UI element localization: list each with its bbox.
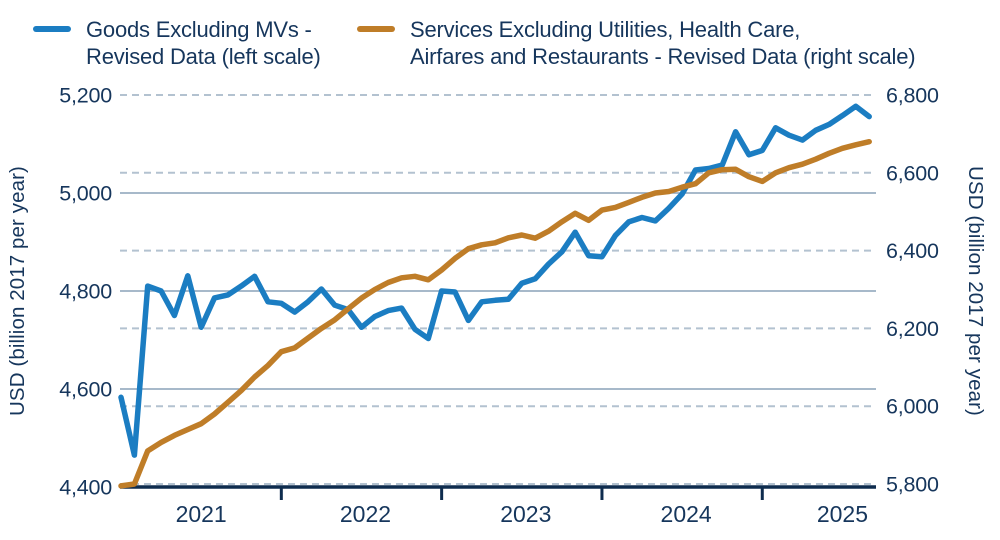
right-axis-tick-label: 6,200 xyxy=(886,317,939,341)
legend-item-services: Services Excluding Utilities, Health Car… xyxy=(357,16,916,70)
series-line-services xyxy=(118,138,872,489)
x-axis-year-label: 2024 xyxy=(661,501,712,527)
right-axis-title: USD (billion 2017 per year) xyxy=(964,166,987,416)
legend-services-line2: Airfares and Restaurants - Revised Data … xyxy=(410,44,916,69)
right-axis-tick-label: 6,800 xyxy=(886,84,939,108)
legend-label-goods: Goods Excluding MVs - Revised Data (left… xyxy=(86,16,321,70)
left-axis-tick-label: 4,400 xyxy=(59,476,112,500)
legend-item-goods: Goods Excluding MVs - Revised Data (left… xyxy=(33,16,321,70)
series-line-goods xyxy=(118,103,872,458)
x-axis-year-label: 2025 xyxy=(817,501,868,527)
left-axis-tick-label: 5,000 xyxy=(59,182,112,206)
right-axis-tick-label: 5,800 xyxy=(886,473,939,497)
left-axis-tick-label: 4,800 xyxy=(59,280,112,304)
services-line-swatch-icon xyxy=(357,26,395,32)
right-axis-tick-label: 6,400 xyxy=(886,239,939,263)
legend-label-services: Services Excluding Utilities, Health Car… xyxy=(410,16,916,70)
legend-services-line1: Services Excluding Utilities, Health Car… xyxy=(410,17,801,42)
left-axis-tick-label: 5,200 xyxy=(59,84,112,108)
right-axis-tick-label: 6,600 xyxy=(886,161,939,185)
goods-line-swatch-icon xyxy=(33,26,71,32)
legend-goods-line2: Revised Data (left scale) xyxy=(86,44,321,69)
x-axis-year-label: 2021 xyxy=(176,501,227,527)
left-axis-title: USD (billion 2017 per year) xyxy=(6,166,29,416)
x-axis-year-label: 2022 xyxy=(340,501,391,527)
left-axis-tick-label: 4,600 xyxy=(59,378,112,402)
legend-goods-line1: Goods Excluding MVs - xyxy=(86,17,312,42)
x-axis-year-label: 2023 xyxy=(500,501,551,527)
right-axis-tick-label: 6,000 xyxy=(886,395,939,419)
